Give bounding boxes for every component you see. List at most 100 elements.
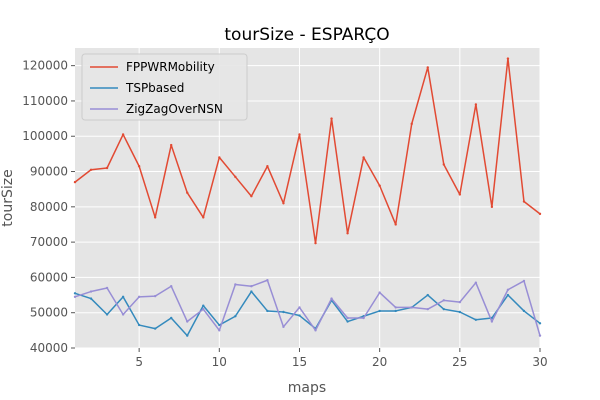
data-point	[410, 122, 413, 126]
data-point	[394, 223, 397, 226]
data-point	[282, 325, 285, 329]
data-point	[202, 216, 205, 219]
data-point	[490, 205, 494, 209]
data-point	[282, 202, 285, 205]
y-tick-label: 50000	[30, 306, 68, 320]
y-tick-label: 120000	[22, 59, 68, 73]
data-point	[170, 285, 173, 288]
data-point	[186, 191, 189, 194]
data-point	[170, 143, 173, 147]
y-tick-label: 70000	[30, 235, 68, 249]
tick-labels: 5 10 15 20 25 30 40000 50000 60000 70000 80000 9000…	[22, 59, 547, 369]
y-tick-label: 110000	[22, 94, 68, 108]
data-point	[378, 309, 381, 313]
grid	[75, 48, 541, 349]
data-point	[89, 168, 93, 171]
data-point	[474, 281, 478, 284]
data-point	[250, 195, 253, 198]
data-point	[394, 309, 397, 313]
series-line-tspbased	[74, 290, 541, 337]
data-point	[266, 279, 269, 282]
data-point	[266, 309, 269, 313]
legend: FPPWRMobility TSPbased ZigZagOverNSN	[81, 53, 248, 121]
legend-box	[81, 53, 248, 121]
data-point	[121, 313, 125, 316]
data-point	[458, 310, 462, 314]
data-point	[426, 293, 429, 297]
data-point	[218, 156, 221, 159]
data-point	[298, 314, 301, 317]
series-group	[73, 57, 542, 337]
x-axis-label: maps	[288, 380, 326, 396]
y-tick-label: 60000	[30, 270, 68, 284]
data-point	[474, 318, 478, 321]
data-point	[442, 299, 445, 302]
y-tick-label: 80000	[30, 200, 68, 214]
data-point	[378, 184, 381, 187]
data-point	[89, 290, 93, 293]
data-point	[378, 291, 381, 294]
data-point	[218, 323, 221, 327]
data-point	[153, 294, 157, 298]
data-point	[298, 306, 301, 309]
data-point	[330, 297, 333, 300]
data-point	[426, 307, 429, 311]
data-point	[89, 297, 93, 300]
data-point	[186, 334, 189, 337]
data-point	[202, 307, 205, 311]
data-point	[362, 316, 365, 320]
x-tick-label: 20	[372, 355, 387, 369]
data-point	[314, 241, 317, 245]
y-tick-label: 90000	[30, 165, 68, 179]
data-point	[137, 323, 141, 327]
data-point	[282, 310, 285, 314]
data-point	[137, 295, 141, 299]
data-point	[137, 165, 141, 168]
data-point	[346, 320, 349, 323]
y-tick-label: 100000	[22, 129, 68, 143]
data-point	[314, 329, 317, 332]
data-point	[490, 320, 494, 323]
data-point	[105, 286, 109, 290]
data-point	[522, 200, 526, 203]
data-point	[298, 133, 301, 136]
data-point	[121, 133, 125, 136]
data-point	[346, 232, 349, 235]
data-point	[73, 292, 77, 295]
data-point	[442, 307, 445, 311]
x-tick-label: 30	[532, 355, 547, 369]
data-point	[234, 175, 237, 179]
legend-entry: TSPbased	[125, 81, 184, 95]
data-point	[73, 180, 77, 184]
series-line-fppwrmobility	[74, 57, 541, 244]
data-point	[186, 320, 189, 323]
y-tick-label: 40000	[30, 341, 68, 355]
legend-entry: FPPWRMobility	[126, 60, 215, 74]
data-point	[330, 117, 333, 120]
data-point	[153, 216, 157, 219]
data-point	[522, 279, 526, 283]
data-point	[105, 166, 109, 170]
x-tick-label: 10	[212, 355, 227, 369]
data-point	[73, 295, 77, 299]
series-line-zigzagovernsn	[74, 279, 541, 336]
data-point	[105, 313, 109, 316]
data-point	[170, 316, 173, 320]
x-tick-label: 15	[292, 355, 307, 369]
data-point	[442, 163, 445, 166]
data-point	[538, 334, 542, 337]
data-point	[426, 66, 429, 69]
data-point	[538, 322, 542, 325]
data-point	[458, 193, 462, 196]
data-point	[474, 103, 478, 106]
data-point	[234, 315, 237, 318]
data-point	[522, 309, 526, 313]
data-point	[250, 290, 253, 293]
data-point	[121, 295, 125, 299]
chart-title: tourSize - ESPARÇO	[224, 25, 389, 45]
data-point	[506, 293, 510, 297]
data-point	[362, 156, 365, 159]
data-point	[410, 306, 413, 309]
data-point	[202, 304, 205, 307]
